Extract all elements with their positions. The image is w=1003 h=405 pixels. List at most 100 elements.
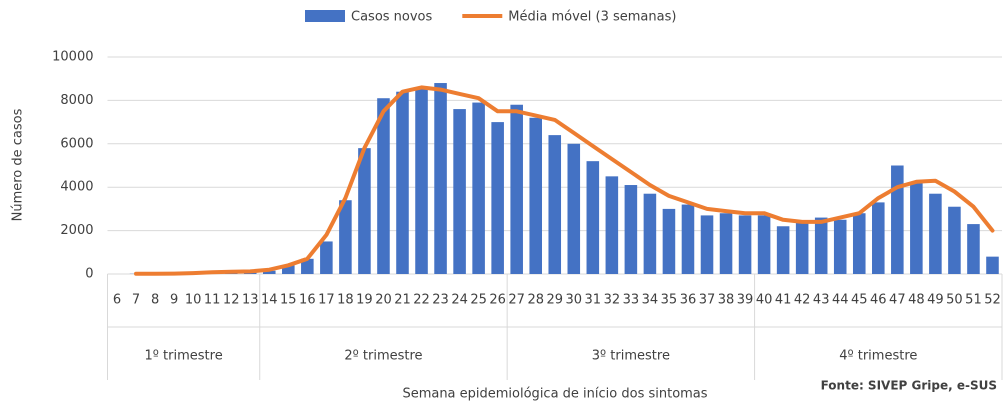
bar (415, 87, 428, 274)
bar (910, 182, 923, 274)
x-tick-label: 43 (813, 293, 830, 308)
x-tick-label: 7 (132, 293, 140, 308)
x-tick-label: 15 (280, 293, 297, 308)
x-tick-label: 27 (508, 293, 525, 308)
bar (320, 241, 333, 274)
x-tick-label: 44 (832, 293, 849, 308)
x-tick-label: 35 (661, 293, 678, 308)
x-tick-label: 6 (113, 293, 121, 308)
x-tick-label: 9 (170, 293, 178, 308)
bar (814, 217, 828, 274)
x-tick-label: 18 (337, 293, 354, 308)
x-tick-label: 31 (585, 293, 602, 308)
x-tick-label: 37 (699, 293, 716, 308)
bar (986, 256, 999, 274)
x-tick-label: 12 (223, 293, 240, 308)
y-tick-label: 8000 (60, 93, 93, 108)
bar (491, 122, 504, 274)
bar (282, 265, 295, 274)
bar (377, 98, 390, 274)
x-tick-label: 52 (984, 293, 1001, 308)
bar (738, 215, 752, 274)
x-tick-label: 21 (394, 293, 411, 308)
legend-swatch (305, 10, 345, 22)
y-tick-label: 10000 (52, 50, 93, 65)
bar (967, 224, 980, 274)
x-tick-label: 45 (851, 293, 868, 308)
legend-label: Média móvel (3 semanas) (508, 10, 676, 25)
x-tick-label: 26 (489, 293, 506, 308)
bar (891, 165, 904, 274)
x-tick-label: 38 (718, 293, 735, 308)
bar (929, 193, 942, 274)
x-tick-label: 42 (794, 293, 811, 308)
bar (396, 91, 409, 274)
bar (548, 135, 562, 274)
x-tick-label: 16 (299, 293, 316, 308)
source: Fonte: SIVEP Gripe, e-SUS (821, 379, 997, 393)
bar (434, 83, 447, 274)
x-tick-label: 11 (204, 293, 221, 308)
x-tick-label: 29 (546, 293, 563, 308)
bar (301, 258, 314, 274)
bar (453, 109, 466, 274)
x-tick-label: 19 (356, 293, 373, 308)
x-tick-label: 23 (432, 293, 449, 308)
group-label: 4º trimestre (839, 349, 917, 364)
x-tick-label: 25 (470, 293, 487, 308)
x-tick-label: 41 (775, 293, 792, 308)
x-tick-label: 39 (737, 293, 754, 308)
y-axis-title: Número de casos (11, 108, 26, 221)
x-tick-label: 40 (756, 293, 773, 308)
line (134, 85, 995, 276)
legend-label: Casos novos (351, 10, 433, 25)
group-label: 1º trimestre (145, 349, 223, 364)
x-tick-label: 30 (566, 293, 583, 308)
bar (719, 213, 733, 274)
bar (510, 104, 523, 275)
bar (605, 176, 619, 274)
x-axis-title: Semana epidemiológica de início dos sint… (402, 387, 707, 402)
bar (776, 226, 790, 274)
x-tick-label: 28 (527, 293, 544, 308)
x-tick-label: 49 (927, 293, 944, 308)
x-tick-label: 48 (908, 293, 925, 308)
x-tick-label: 32 (604, 293, 621, 308)
x-tick-label: 20 (375, 293, 392, 308)
bar (472, 102, 485, 274)
x-tick-label: 17 (318, 293, 335, 308)
bar (358, 148, 371, 274)
bar (662, 208, 676, 274)
x-tick-label: 33 (623, 293, 640, 308)
x-tick-label: 10 (185, 293, 202, 308)
bar (852, 213, 866, 274)
bar (624, 185, 638, 274)
x-tick-label: 36 (680, 293, 697, 308)
x-tick-label: 24 (451, 293, 468, 308)
x-tick-label: 14 (261, 293, 278, 308)
bar (700, 215, 714, 274)
y-tick-label: 2000 (60, 223, 93, 238)
group-label: 3º trimestre (592, 349, 670, 364)
x-tick-label: 34 (642, 293, 659, 308)
bar (339, 200, 352, 274)
x-tick-label: 51 (965, 293, 982, 308)
x-tick-label: 8 (151, 293, 159, 308)
x-tick-label: 47 (889, 293, 906, 308)
x-tick-label: 50 (946, 293, 963, 308)
bar (567, 143, 581, 274)
y-tick-label: 0 (85, 267, 93, 282)
y-tick-label: 4000 (60, 180, 93, 195)
bar (262, 270, 276, 274)
x-tick-label: 22 (413, 293, 430, 308)
bar (795, 221, 809, 274)
bar (833, 219, 847, 274)
bar (872, 202, 885, 274)
bar (586, 161, 600, 274)
bar (529, 117, 542, 274)
y-tick-label: 6000 (60, 136, 93, 151)
bar (757, 215, 771, 274)
bar (643, 193, 657, 274)
x-tick-label: 46 (870, 293, 887, 308)
